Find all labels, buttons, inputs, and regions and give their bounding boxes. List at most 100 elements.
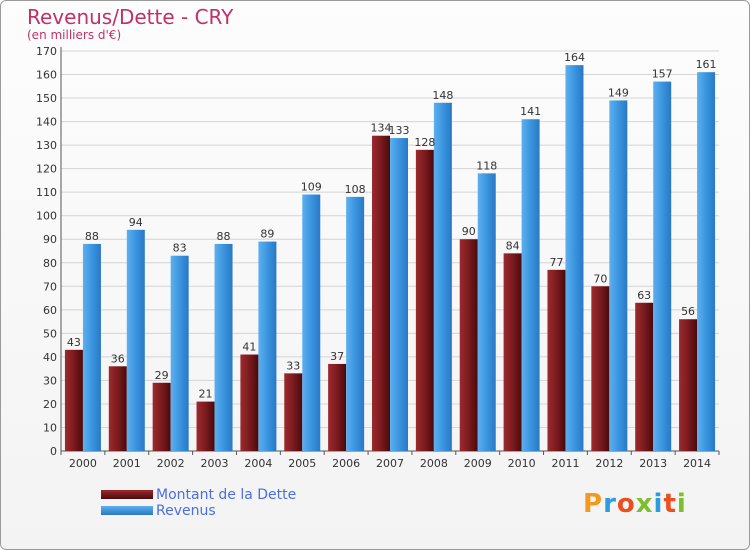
legend-swatch-debt <box>101 490 153 499</box>
bar-revenue <box>697 72 716 452</box>
bar-debt <box>547 269 566 451</box>
data-label-debt: 56 <box>681 305 695 318</box>
data-label-debt: 43 <box>67 336 81 349</box>
bar-debt <box>240 354 259 451</box>
data-label-revenue: 164 <box>564 51 585 64</box>
y-tick-label: 70 <box>43 280 57 293</box>
data-label-revenue: 149 <box>608 86 629 99</box>
bar-debt <box>196 401 215 451</box>
bar-revenue <box>126 229 145 451</box>
bar-revenue <box>302 194 321 451</box>
bar-revenue <box>390 138 408 451</box>
x-tick-label: 2008 <box>420 457 448 470</box>
bar-debt <box>328 363 347 451</box>
data-label-debt: 41 <box>242 341 256 354</box>
y-tick-label: 140 <box>36 116 57 129</box>
bar-debt <box>108 366 127 451</box>
data-label-debt: 29 <box>155 369 169 382</box>
bar-revenue <box>521 119 540 451</box>
bar-debt <box>635 302 654 451</box>
x-tick-label: 2005 <box>288 457 316 470</box>
y-tick-label: 30 <box>43 374 57 387</box>
data-label-revenue: 109 <box>301 181 322 194</box>
legend-label-revenue: Revenus <box>156 503 216 519</box>
x-tick-label: 2010 <box>508 457 536 470</box>
bar-revenue <box>346 196 365 451</box>
x-tick-label: 2007 <box>376 457 404 470</box>
data-label-debt: 128 <box>414 136 435 149</box>
y-tick-label: 10 <box>43 421 57 434</box>
data-label-revenue: 133 <box>389 124 410 137</box>
data-label-debt: 134 <box>371 122 392 135</box>
y-tick-label: 20 <box>43 398 57 411</box>
x-tick-label: 2000 <box>69 457 97 470</box>
bar-debt <box>284 373 303 451</box>
y-tick-label: 0 <box>50 445 57 458</box>
data-label-debt: 37 <box>330 350 344 363</box>
y-tick-label: 50 <box>43 327 57 340</box>
data-label-debt: 77 <box>549 256 563 269</box>
legend-swatch-revenue <box>101 506 153 515</box>
data-label-debt: 36 <box>111 352 125 365</box>
data-label-revenue: 88 <box>85 230 99 243</box>
data-label-debt: 70 <box>593 272 607 285</box>
bar-debt <box>415 149 434 451</box>
data-label-debt: 33 <box>286 359 300 372</box>
data-label-debt: 90 <box>462 225 476 238</box>
data-label-debt: 84 <box>506 239 520 252</box>
y-tick-label: 160 <box>36 69 57 82</box>
bar-revenue <box>258 241 277 451</box>
bar-revenue <box>477 173 496 451</box>
y-tick-label: 60 <box>43 304 57 317</box>
x-tick-label: 2004 <box>244 457 272 470</box>
y-tick-label: 100 <box>36 210 57 223</box>
data-label-revenue: 83 <box>173 242 187 255</box>
chart-title: Revenus/Dette - CRY <box>27 5 234 29</box>
x-tick-label: 2006 <box>332 457 360 470</box>
bar-revenue <box>609 100 628 451</box>
x-tick-label: 2011 <box>551 457 579 470</box>
data-label-revenue: 161 <box>696 58 717 71</box>
y-tick-label: 150 <box>36 92 57 105</box>
bar-debt <box>64 349 83 451</box>
data-label-debt: 63 <box>637 289 651 302</box>
y-tick-label: 130 <box>36 139 57 152</box>
x-tick-label: 2002 <box>157 457 185 470</box>
y-tick-label: 170 <box>36 45 57 58</box>
bar-debt <box>503 253 522 451</box>
y-tick-label: 90 <box>43 233 57 246</box>
data-label-revenue: 89 <box>260 228 274 241</box>
x-tick-label: 2009 <box>464 457 492 470</box>
bar-debt <box>152 382 171 451</box>
x-tick-label: 2012 <box>595 457 623 470</box>
bar-revenue <box>433 102 452 451</box>
data-label-revenue: 118 <box>476 159 497 172</box>
bar-revenue <box>170 255 189 451</box>
y-tick-label: 80 <box>43 257 57 270</box>
x-tick-label: 2003 <box>201 457 229 470</box>
data-label-revenue: 148 <box>432 89 453 102</box>
chart-subtitle: (en milliers d'€) <box>27 28 122 42</box>
x-tick-label: 2014 <box>683 457 711 470</box>
bar-debt <box>372 135 390 452</box>
bar-debt <box>459 239 478 451</box>
data-label-debt: 21 <box>199 388 213 401</box>
bar-revenue <box>565 65 584 451</box>
data-label-revenue: 157 <box>652 68 673 81</box>
bar-revenue <box>653 81 672 452</box>
bar-debt <box>679 319 698 451</box>
y-tick-label: 110 <box>36 186 57 199</box>
x-tick-label: 2001 <box>113 457 141 470</box>
data-label-revenue: 108 <box>345 183 366 196</box>
bar-revenue <box>82 243 101 451</box>
data-label-revenue: 141 <box>520 105 541 118</box>
y-tick-label: 120 <box>36 163 57 176</box>
legend-label-debt: Montant de la Dette <box>156 487 297 503</box>
data-label-revenue: 88 <box>217 230 231 243</box>
proxiti-logo: Proxiti <box>583 489 687 519</box>
bar-revenue <box>214 243 233 451</box>
data-label-revenue: 94 <box>129 216 143 229</box>
x-tick-label: 2013 <box>639 457 667 470</box>
